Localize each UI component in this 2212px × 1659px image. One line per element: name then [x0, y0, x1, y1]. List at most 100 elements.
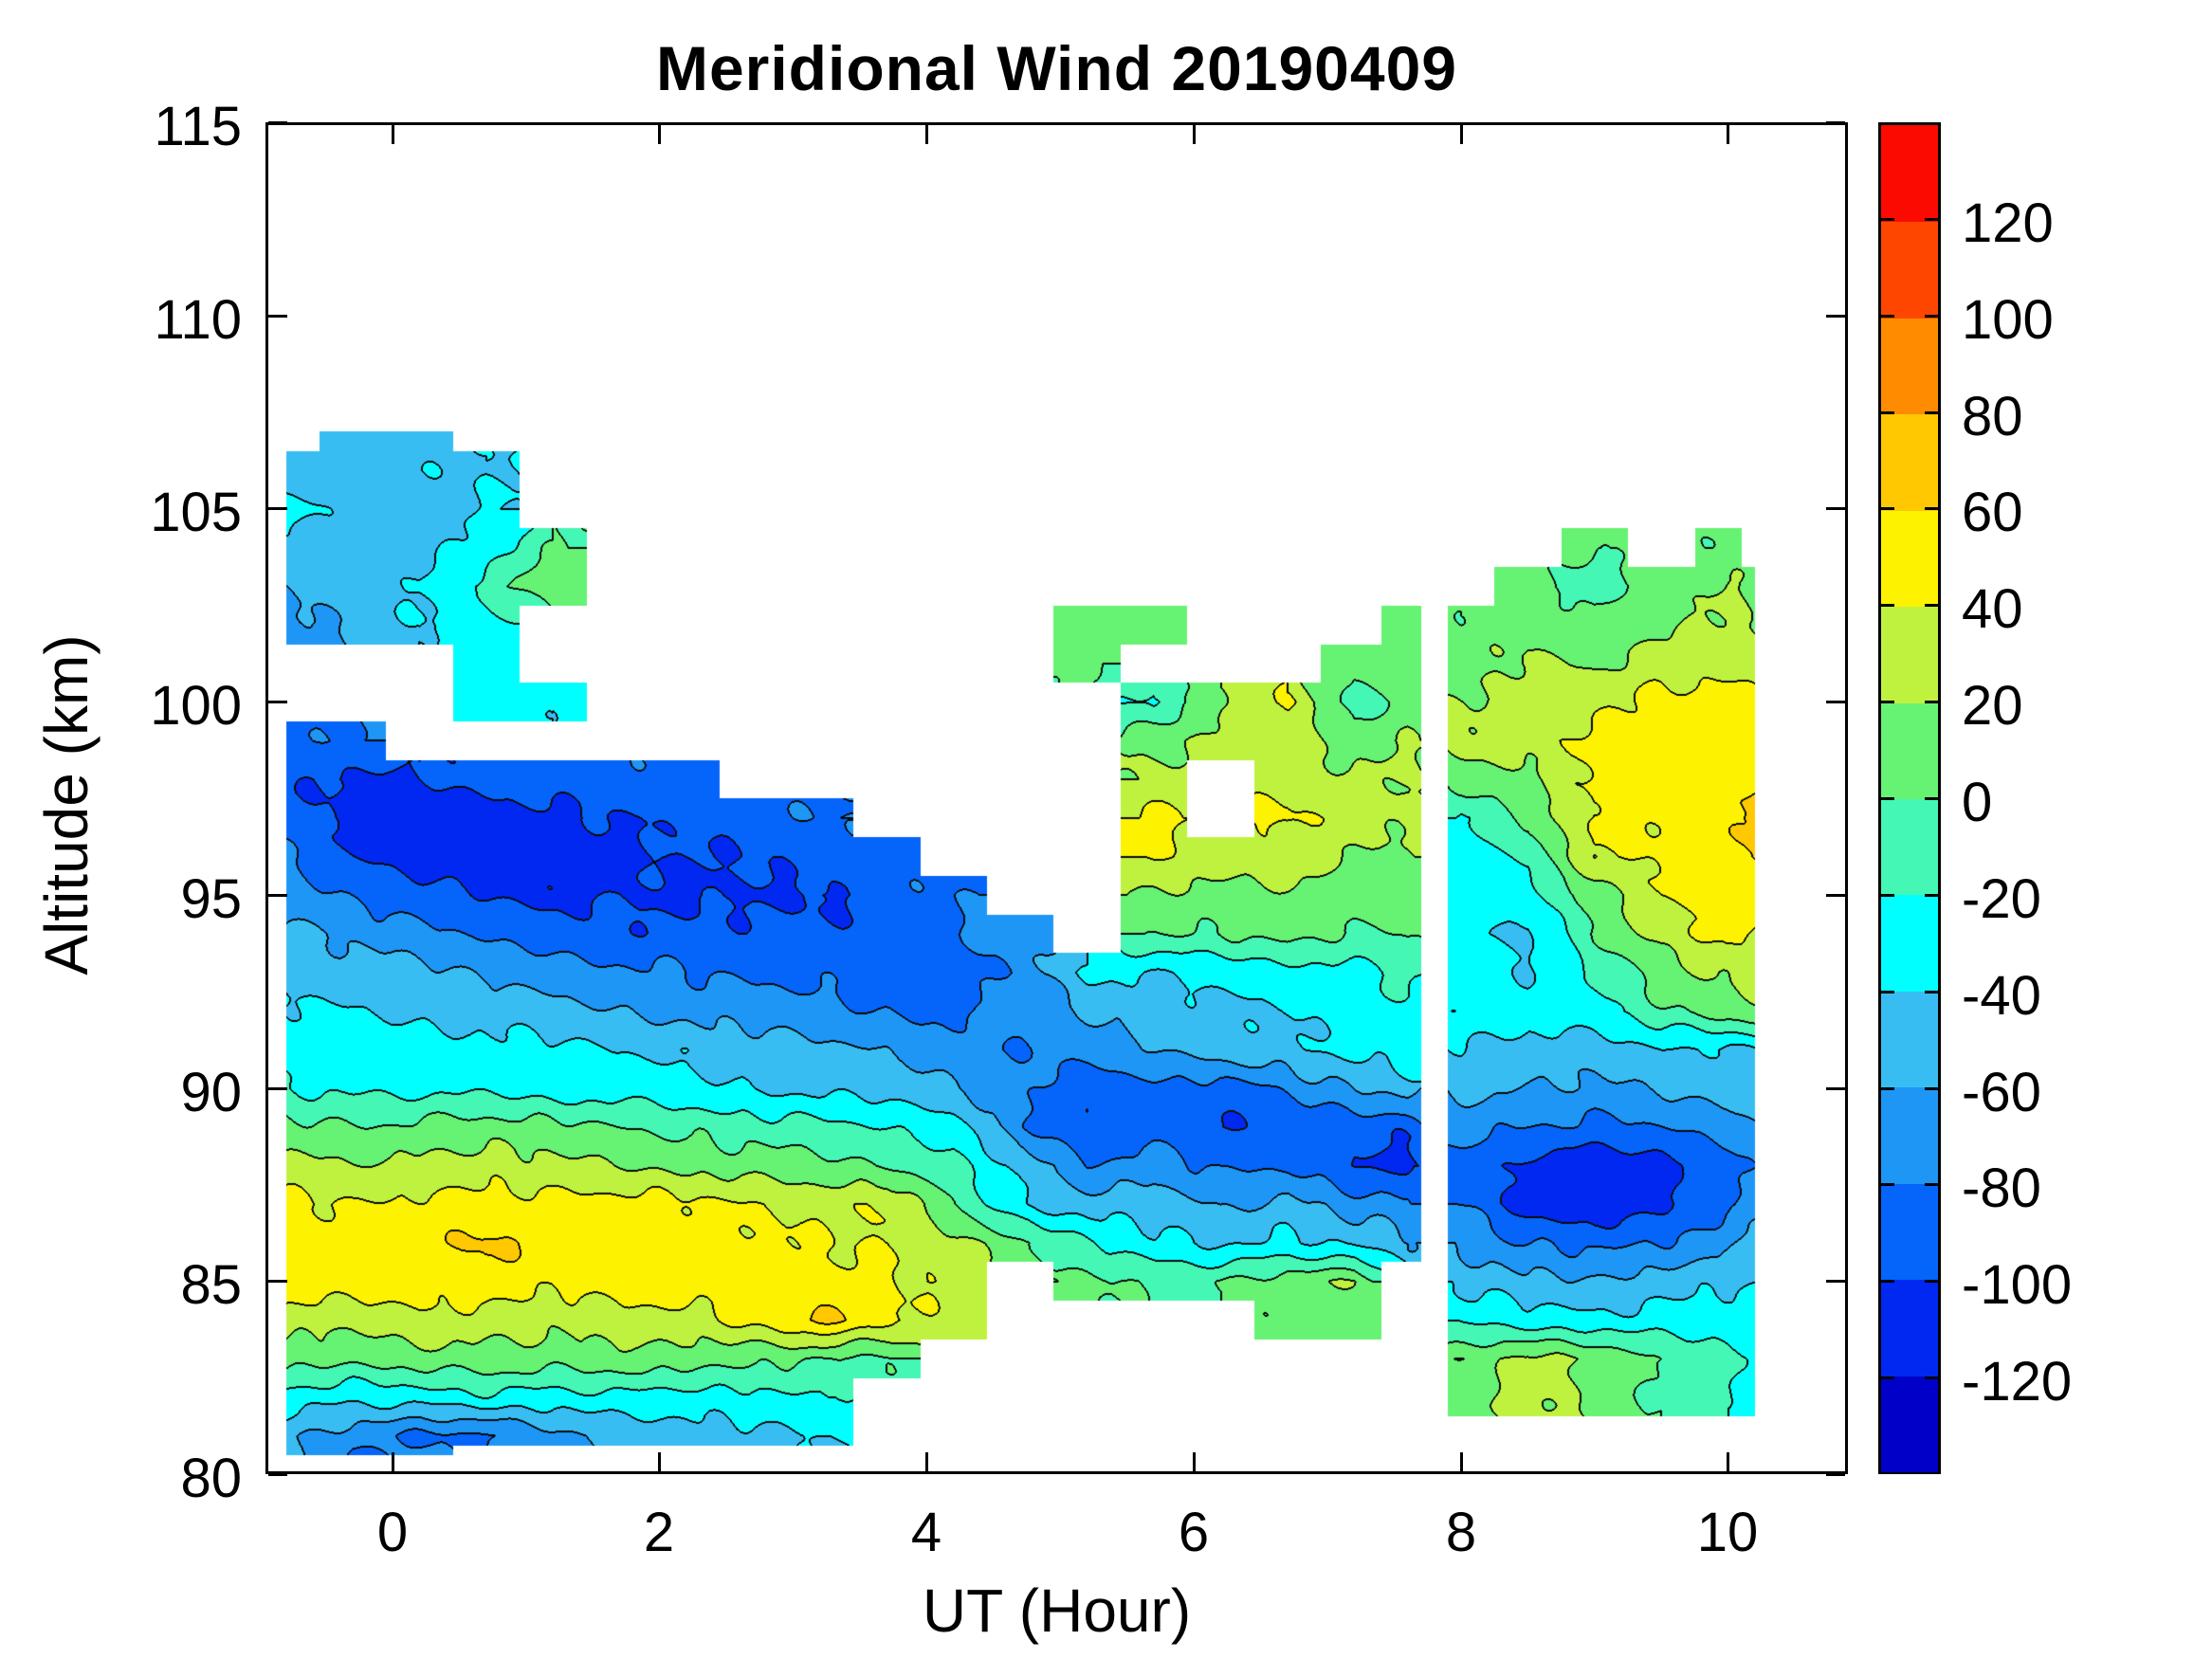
colorbar-tick-mirror: [1881, 1376, 1894, 1379]
y-tick-label: 115: [154, 96, 242, 157]
y-tick: [268, 121, 287, 124]
y-tick-mirror: [1826, 507, 1845, 510]
colorbar-segment: [1881, 125, 1938, 223]
colorbar-tick-label: -20: [1962, 868, 2041, 930]
colorbar-tick-label: -40: [1962, 965, 2041, 1027]
x-tick: [1193, 1452, 1196, 1471]
colorbar-tick-label: 0: [1962, 772, 1993, 833]
colorbar-tick: [1925, 507, 1938, 510]
y-tick-mirror: [1826, 1473, 1845, 1476]
contour-plot: [268, 125, 1845, 1471]
colorbar-tick: [1925, 1376, 1938, 1379]
colorbar-tick-mirror: [1881, 991, 1894, 994]
colorbar-tick-mirror: [1881, 604, 1894, 607]
x-tick-mirror: [1193, 125, 1196, 144]
x-tick-label: 8: [1445, 1502, 1477, 1563]
colorbar: [1878, 122, 1941, 1474]
colorbar-tick-mirror: [1881, 315, 1894, 318]
plot-area: [265, 122, 1848, 1474]
y-tick-mirror: [1826, 121, 1845, 124]
colorbar-segment: [1881, 702, 1938, 799]
colorbar-tick-mirror: [1881, 894, 1894, 897]
colorbar-tick-mirror: [1881, 218, 1894, 221]
x-tick-mirror: [925, 125, 928, 144]
y-tick-label: 85: [180, 1254, 242, 1316]
colorbar-tick-mirror: [1881, 701, 1894, 703]
colorbar-tick-mirror: [1881, 797, 1894, 800]
colorbar-tick-mirror: [1881, 411, 1894, 414]
colorbar-tick-label: -120: [1962, 1351, 2073, 1413]
x-axis-label: UT (Hour): [922, 1577, 1192, 1645]
x-tick-label: 4: [910, 1502, 942, 1563]
y-tick-mirror: [1826, 1280, 1845, 1283]
colorbar-tick-mirror: [1881, 1087, 1894, 1090]
colorbar-segment: [1881, 1375, 1938, 1472]
colorbar-tick: [1925, 701, 1938, 703]
colorbar-tick-label: 100: [1962, 289, 2054, 351]
colorbar-tick: [1925, 604, 1938, 607]
x-tick: [1727, 1452, 1729, 1471]
colorbar-segment: [1881, 894, 1938, 992]
x-tick-label: 6: [1178, 1502, 1210, 1563]
y-tick: [268, 315, 287, 318]
colorbar-segment: [1881, 1086, 1938, 1184]
colorbar-tick-mirror: [1881, 1183, 1894, 1186]
y-tick-mirror: [1826, 894, 1845, 897]
colorbar-tick-label: 20: [1962, 675, 2023, 737]
y-tick: [268, 701, 287, 703]
x-tick: [392, 1452, 394, 1471]
x-tick-mirror: [658, 125, 661, 144]
colorbar-tick-label: 80: [1962, 386, 2023, 447]
x-tick-label: 2: [643, 1502, 675, 1563]
chart-title: Meridional Wind 20190409: [655, 33, 1458, 103]
y-tick-label: 105: [150, 482, 242, 543]
colorbar-tick: [1925, 894, 1938, 897]
y-tick: [268, 1087, 287, 1090]
y-tick: [268, 507, 287, 510]
colorbar-tick-mirror: [1881, 1280, 1894, 1283]
colorbar-tick-label: 60: [1962, 482, 2023, 543]
x-tick-label: 10: [1696, 1502, 1759, 1563]
colorbar-tick-mirror: [1881, 507, 1894, 510]
colorbar-tick-label: 40: [1962, 578, 2023, 640]
colorbar-segment: [1881, 990, 1938, 1088]
colorbar-tick-label: 120: [1962, 192, 2054, 254]
y-tick-mirror: [1826, 1087, 1845, 1090]
colorbar-tick-label: -100: [1962, 1254, 2073, 1316]
colorbar-segment: [1881, 317, 1938, 415]
x-tick: [925, 1452, 928, 1471]
colorbar-tick-label: -60: [1962, 1062, 2041, 1123]
x-tick-mirror: [1727, 125, 1729, 144]
x-tick-label: 0: [376, 1502, 409, 1563]
y-tick-label: 90: [180, 1062, 242, 1123]
colorbar-tick-label: -80: [1962, 1158, 2041, 1219]
colorbar-tick: [1925, 1280, 1938, 1283]
colorbar-tick: [1925, 797, 1938, 800]
x-tick: [1460, 1452, 1463, 1471]
colorbar-segment: [1881, 606, 1938, 703]
y-tick-label: 95: [180, 868, 242, 930]
colorbar-tick: [1925, 411, 1938, 414]
y-tick: [268, 894, 287, 897]
x-tick-mirror: [392, 125, 394, 144]
y-tick-label: 100: [150, 675, 242, 737]
y-tick-mirror: [1826, 315, 1845, 318]
colorbar-tick: [1925, 218, 1938, 221]
y-tick-mirror: [1826, 701, 1845, 703]
colorbar-segment: [1881, 1279, 1938, 1376]
colorbar-segment: [1881, 509, 1938, 608]
colorbar-tick: [1925, 991, 1938, 994]
colorbar-tick: [1925, 315, 1938, 318]
colorbar-segment: [1881, 798, 1938, 896]
colorbar-segment: [1881, 221, 1938, 319]
y-tick: [268, 1280, 287, 1283]
y-tick-label: 80: [180, 1448, 242, 1509]
colorbar-segment: [1881, 413, 1938, 511]
colorbar-tick: [1925, 1183, 1938, 1186]
colorbar-segment: [1881, 1182, 1938, 1281]
y-tick: [268, 1473, 287, 1476]
x-tick-mirror: [1460, 125, 1463, 144]
y-tick-label: 110: [154, 289, 242, 351]
x-tick: [658, 1452, 661, 1471]
